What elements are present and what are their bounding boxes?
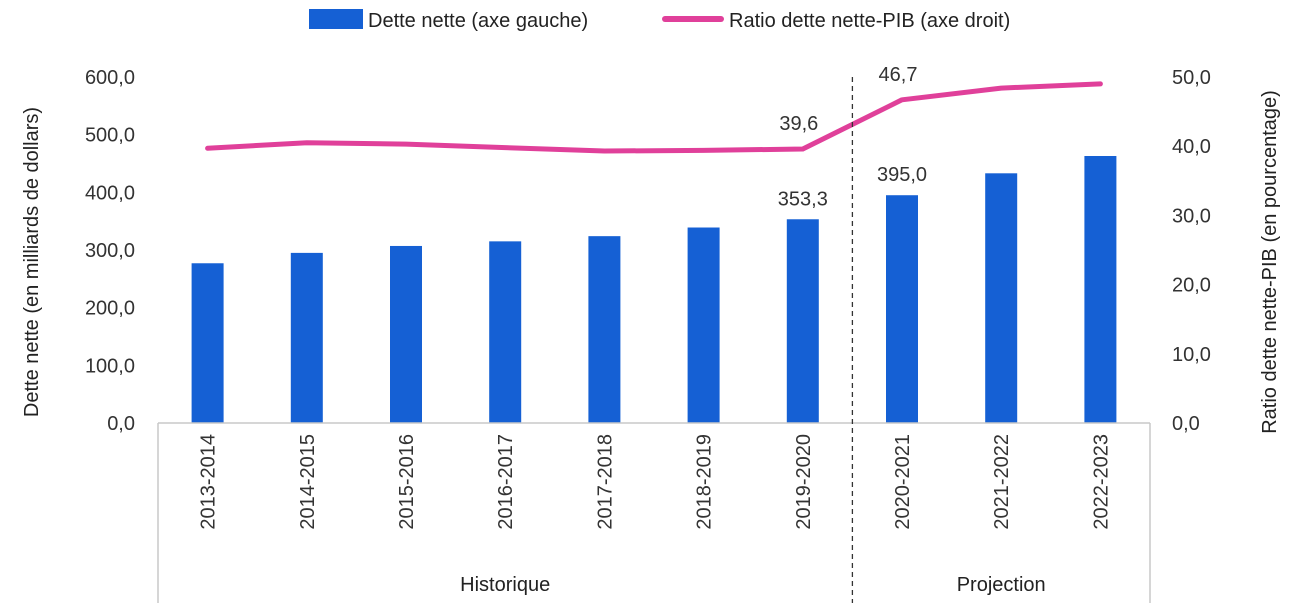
- x-tick-label: 2013-2014: [198, 434, 220, 530]
- y-right-tick-label: 10,0: [1172, 344, 1211, 366]
- y-left-tick-label: 400,0: [85, 182, 135, 204]
- y-right-tick-label: 30,0: [1172, 205, 1211, 227]
- bar: [588, 236, 621, 423]
- x-tick-label: 2016-2017: [495, 434, 517, 530]
- y-axis-right-ticks: 0,0 10,0 20,0 30,0 40,0 50,0: [1172, 67, 1211, 435]
- x-tick-label: 2015-2016: [396, 434, 418, 530]
- x-tick-label: 2021-2022: [991, 434, 1013, 530]
- data-label: 395,0: [877, 164, 927, 186]
- y-axis-left-title: Dette nette (en milliards de dollars): [21, 107, 43, 417]
- bar: [191, 263, 224, 423]
- y-axis-left-ticks: 0,0 100,0 200,0 300,0 400,0 500,0 600,0: [85, 67, 135, 435]
- bar: [290, 252, 323, 423]
- data-labels: 353,3 395,0 39,6 46,7: [778, 64, 927, 210]
- y-right-tick-label: 0,0: [1172, 413, 1200, 435]
- data-label: 353,3: [778, 188, 828, 210]
- data-label: 39,6: [779, 113, 818, 135]
- y-left-tick-label: 600,0: [85, 67, 135, 89]
- y-axis-right-title: Ratio dette nette-PIB (en pourcentage): [1259, 90, 1281, 434]
- legend: Dette nette (axe gauche) Ratio dette net…: [309, 9, 1010, 32]
- x-tick-label: 2014-2015: [297, 434, 319, 530]
- y-right-tick-label: 20,0: [1172, 275, 1211, 297]
- bar: [489, 241, 522, 423]
- bar: [687, 227, 720, 423]
- y-left-tick-label: 100,0: [85, 355, 135, 377]
- legend-bar-swatch: [309, 9, 363, 29]
- y-left-tick-label: 0,0: [107, 413, 135, 435]
- legend-bar-label: Dette nette (axe gauche): [368, 10, 588, 32]
- bar: [1084, 156, 1117, 423]
- y-left-tick-label: 200,0: [85, 298, 135, 320]
- x-tick-label: 2019-2020: [793, 434, 815, 530]
- legend-line-label: Ratio dette nette-PIB (axe droit): [729, 10, 1010, 32]
- category-axis: 2013-2014 2014-2015 2015-2016 2016-2017 2017…: [157, 77, 1151, 603]
- y-right-tick-label: 40,0: [1172, 136, 1211, 158]
- group-label: Projection: [957, 574, 1046, 596]
- y-right-tick-label: 50,0: [1172, 67, 1211, 89]
- group-label: Historique: [460, 574, 550, 596]
- bar-series: [191, 156, 1117, 423]
- x-tick-label: 2020-2021: [892, 434, 914, 530]
- bar: [985, 173, 1018, 423]
- data-label: 46,7: [879, 64, 918, 86]
- x-tick-label: 2022-2023: [1090, 434, 1112, 530]
- bar: [786, 219, 819, 423]
- bar: [390, 245, 422, 423]
- line-series: [205, 81, 1103, 154]
- y-left-tick-label: 500,0: [85, 125, 135, 147]
- x-tick-label: 2018-2019: [694, 434, 716, 530]
- y-left-tick-label: 300,0: [85, 240, 135, 262]
- x-tick-label: 2017-2018: [594, 434, 616, 530]
- bar: [886, 195, 918, 423]
- line-series-path: [205, 81, 1103, 154]
